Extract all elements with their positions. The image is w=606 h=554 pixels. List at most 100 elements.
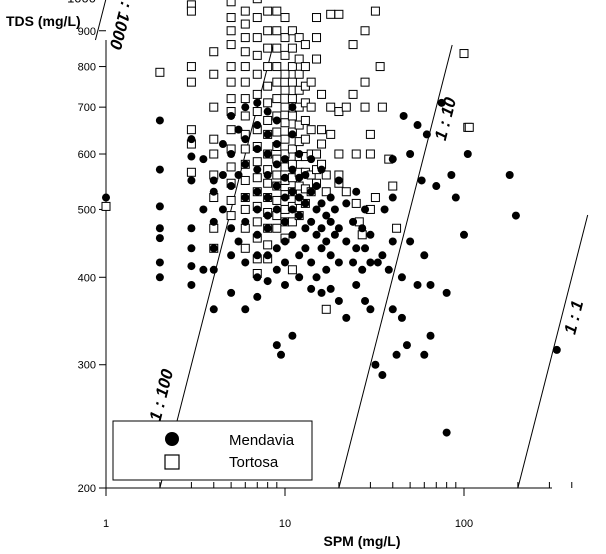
data-point-mendavia bbox=[460, 230, 468, 239]
data-point-mendavia bbox=[241, 258, 250, 267]
data-point-mendavia bbox=[227, 224, 236, 233]
data-point-tortosa bbox=[240, 204, 250, 214]
data-point-mendavia bbox=[307, 258, 316, 267]
data-point-mendavia bbox=[392, 350, 401, 359]
data-point-tortosa bbox=[240, 19, 250, 29]
data-point-mendavia bbox=[241, 135, 250, 144]
data-point-mendavia bbox=[263, 193, 272, 202]
data-point-tortosa bbox=[312, 33, 322, 43]
data-point-mendavia bbox=[301, 224, 310, 233]
data-point-mendavia bbox=[241, 103, 250, 112]
data-point-mendavia bbox=[209, 305, 218, 314]
data-point-mendavia bbox=[187, 152, 196, 161]
data-point-tortosa bbox=[287, 43, 297, 53]
data-point-mendavia bbox=[253, 187, 262, 196]
data-point-tortosa bbox=[252, 173, 262, 183]
data-point-mendavia bbox=[155, 224, 164, 233]
data-point-mendavia bbox=[322, 237, 331, 246]
data-point-mendavia bbox=[366, 258, 375, 267]
data-point-mendavia bbox=[397, 313, 406, 322]
data-point-tortosa bbox=[240, 77, 250, 87]
data-point-mendavia bbox=[253, 144, 262, 153]
x-tick-label: 10 bbox=[279, 518, 291, 530]
data-point-mendavia bbox=[426, 280, 435, 289]
data-point-mendavia bbox=[234, 170, 243, 179]
data-point-tortosa bbox=[326, 129, 336, 139]
data-point-tortosa bbox=[351, 149, 361, 159]
data-point-tortosa bbox=[252, 0, 262, 4]
data-point-mendavia bbox=[342, 237, 351, 246]
data-point-tortosa bbox=[326, 9, 336, 19]
data-point-tortosa bbox=[226, 162, 236, 172]
data-point-mendavia bbox=[373, 258, 382, 267]
data-point-mendavia bbox=[253, 205, 262, 214]
data-point-mendavia bbox=[288, 187, 297, 196]
data-point-tortosa bbox=[312, 149, 322, 159]
data-point-mendavia bbox=[447, 170, 456, 179]
data-point-mendavia bbox=[263, 251, 272, 260]
data-point-tortosa bbox=[263, 62, 273, 72]
data-point-tortosa bbox=[306, 125, 316, 135]
data-point-mendavia bbox=[312, 273, 321, 282]
data-point-tortosa bbox=[209, 47, 219, 57]
data-point-tortosa bbox=[263, 240, 273, 250]
data-point-tortosa bbox=[280, 13, 290, 23]
data-point-mendavia bbox=[463, 150, 472, 159]
data-point-mendavia bbox=[511, 211, 520, 220]
data-point-tortosa bbox=[360, 77, 370, 87]
data-point-mendavia bbox=[155, 273, 164, 282]
data-point-tortosa bbox=[252, 13, 262, 23]
data-point-mendavia bbox=[334, 176, 343, 185]
data-point-mendavia bbox=[378, 371, 387, 380]
data-point-tortosa bbox=[209, 134, 219, 144]
data-point-mendavia bbox=[451, 193, 460, 202]
data-point-mendavia bbox=[397, 273, 406, 282]
data-point-tortosa bbox=[226, 0, 236, 7]
data-point-mendavia bbox=[352, 280, 361, 289]
data-point-tortosa bbox=[252, 157, 262, 167]
data-point-tortosa bbox=[263, 81, 273, 91]
data-point-tortosa bbox=[252, 33, 262, 43]
data-point-tortosa bbox=[272, 77, 282, 87]
data-point-mendavia bbox=[402, 341, 411, 350]
data-point-tortosa bbox=[263, 98, 273, 108]
data-point-tortosa bbox=[312, 13, 322, 23]
data-point-tortosa bbox=[186, 167, 196, 177]
data-point-tortosa bbox=[317, 139, 327, 149]
data-point-mendavia bbox=[227, 150, 236, 159]
data-point-tortosa bbox=[240, 62, 250, 72]
data-point-tortosa bbox=[280, 33, 290, 43]
data-point-tortosa bbox=[272, 43, 282, 53]
data-point-tortosa bbox=[280, 162, 290, 172]
data-point-tortosa bbox=[377, 102, 387, 112]
data-point-mendavia bbox=[187, 224, 196, 233]
data-point-mendavia bbox=[295, 211, 304, 220]
data-point-tortosa bbox=[321, 187, 331, 197]
data-point-mendavia bbox=[312, 205, 321, 214]
data-point-tortosa bbox=[300, 115, 310, 125]
data-point-tortosa bbox=[240, 175, 250, 185]
data-point-mendavia bbox=[218, 140, 227, 149]
data-point-mendavia bbox=[406, 150, 415, 159]
data-point-tortosa bbox=[365, 129, 375, 139]
data-point-mendavia bbox=[326, 284, 335, 293]
data-point-mendavia bbox=[307, 217, 316, 226]
data-point-mendavia bbox=[295, 173, 304, 182]
data-point-mendavia bbox=[288, 205, 297, 214]
data-point-mendavia bbox=[227, 111, 236, 120]
data-point-tortosa bbox=[280, 118, 290, 128]
y-tick-label: 800 bbox=[78, 62, 96, 74]
data-point-mendavia bbox=[384, 265, 393, 274]
data-point-mendavia bbox=[281, 173, 289, 182]
x-tick-label: 100 bbox=[455, 518, 473, 530]
data-point-mendavia bbox=[272, 182, 281, 191]
data-point-tortosa bbox=[370, 6, 380, 16]
data-point-mendavia bbox=[358, 224, 367, 233]
data-point-tortosa bbox=[226, 40, 236, 50]
data-point-mendavia bbox=[281, 193, 289, 202]
data-point-mendavia bbox=[241, 305, 250, 314]
data-point-mendavia bbox=[330, 205, 339, 214]
data-point-tortosa bbox=[321, 170, 331, 180]
data-point-mendavia bbox=[277, 350, 286, 359]
